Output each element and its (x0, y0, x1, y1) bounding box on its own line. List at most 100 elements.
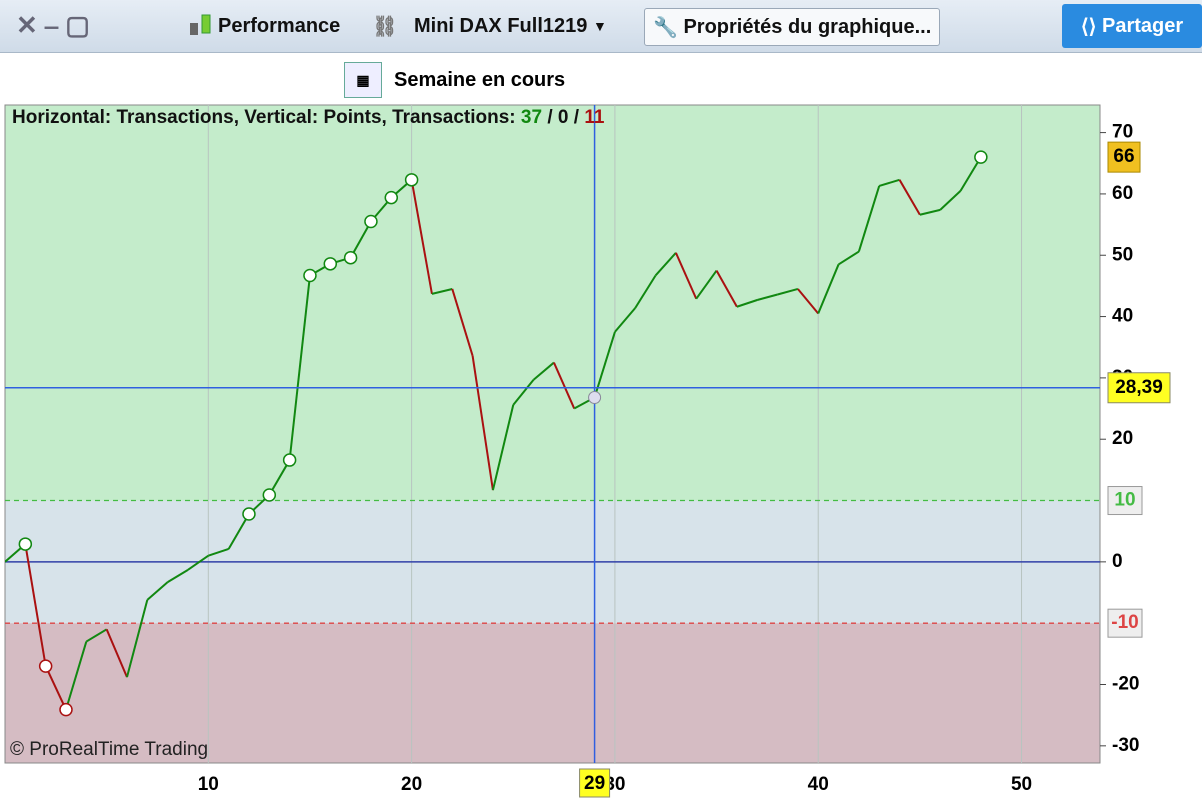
segment (227, 513, 250, 550)
segment (370, 196, 393, 223)
properties-button[interactable]: 🔧 Propriétés du graphique... (644, 8, 941, 46)
neutral-count: 0 (558, 107, 569, 128)
segment (410, 179, 433, 295)
separator: / (574, 107, 580, 128)
segment (573, 396, 596, 410)
segment (431, 287, 453, 295)
segment (736, 299, 758, 308)
segment (309, 262, 331, 277)
segment (349, 221, 372, 259)
toolbar: ✕ ⎯ ▢ Performance ⛓ Mini DAX Full1219 ▼ … (0, 0, 1202, 53)
segment (451, 288, 474, 357)
segment (146, 581, 169, 601)
crosshair-point (588, 391, 602, 405)
level-label: -10 (1111, 612, 1138, 633)
segment (777, 288, 799, 296)
x-tick-label: 10 (198, 774, 219, 795)
segment (817, 264, 840, 314)
crosshair-x-badge (579, 768, 611, 798)
performance: Performance (218, 14, 341, 37)
segment (838, 250, 860, 266)
segment (85, 628, 108, 643)
record-point (59, 702, 73, 717)
share-button[interactable]: ⟨⟩ Partager (1062, 4, 1202, 48)
segment (126, 599, 149, 678)
crosshair-y-label: 28,39 (1115, 377, 1163, 398)
segment (939, 190, 962, 211)
segment (65, 641, 88, 710)
segment (959, 156, 982, 192)
zone-negative (5, 623, 1100, 763)
segment (268, 459, 291, 496)
segment (491, 404, 515, 491)
period: Semaine en cours (394, 68, 566, 91)
segment (5, 543, 26, 563)
segment (329, 256, 351, 265)
y-tick-label: 70 (1112, 122, 1133, 143)
last-value-badge (1107, 141, 1141, 173)
segment (167, 568, 189, 583)
copyright: © ProRealTime Trading (10, 739, 208, 760)
record-point (303, 268, 317, 283)
record-point (974, 150, 988, 164)
segment (471, 355, 494, 491)
separator: / (547, 107, 553, 128)
series (5, 150, 988, 717)
instrument: Mini DAX Full1219 (414, 14, 588, 37)
segment (390, 179, 413, 199)
segment (634, 274, 657, 309)
zone-neutral (5, 500, 1100, 624)
close[interactable]: ✕ ⎯ ▢ (16, 10, 90, 40)
segment (288, 275, 311, 461)
segment (878, 178, 900, 187)
zone-positive (5, 105, 1100, 501)
link-icon[interactable]: ⛓ (372, 15, 398, 38)
x-tick-label: 50 (1011, 774, 1032, 795)
performance-button[interactable]: Performance (186, 8, 340, 44)
x-tick-label: 30 (604, 774, 625, 795)
winning-count: 37 (521, 107, 542, 128)
losing-count: 11 (584, 107, 605, 128)
crosshair-x-label: 29 (584, 773, 605, 794)
y-tick-label: 20 (1112, 428, 1133, 449)
record-point (323, 257, 338, 271)
segment (512, 379, 535, 406)
y-tick-label: 0 (1112, 551, 1123, 572)
record-point (38, 659, 53, 673)
period-selector[interactable]: ▦ Semaine en cours (344, 60, 565, 100)
level-label: 10 (1114, 490, 1135, 511)
segment (919, 208, 941, 216)
segment (24, 543, 47, 667)
y-tick-label: 50 (1112, 244, 1133, 265)
title: Horizontal: Transactions, Vertical: Poin… (12, 107, 516, 128)
record-point (343, 250, 358, 265)
record-point (384, 190, 399, 205)
segment (187, 554, 209, 571)
x-tick-label: 20 (401, 774, 422, 795)
x-tick-label: 40 (808, 774, 829, 795)
segment (674, 252, 698, 300)
segment (695, 269, 718, 300)
segment (553, 362, 576, 409)
segment (898, 179, 921, 216)
y-tick-label: 30 (1112, 367, 1133, 388)
y-tick-label: 40 (1112, 306, 1133, 327)
segment (248, 494, 270, 515)
segment (797, 288, 819, 315)
level-badge (1107, 486, 1143, 516)
instrument-button[interactable]: Mini DAX Full1219 ▼ (414, 14, 607, 37)
segment (715, 270, 738, 308)
segment (614, 307, 637, 333)
y-tick-label: 60 (1112, 183, 1133, 204)
segment (207, 548, 229, 557)
segment (857, 185, 881, 252)
level-badge (1107, 608, 1143, 638)
record-point (282, 453, 297, 467)
segment (44, 665, 67, 711)
segment (756, 293, 778, 301)
plot-frame (4, 104, 1101, 764)
record-point (242, 507, 256, 521)
record-point (364, 214, 378, 229)
y-tick-label: -30 (1112, 735, 1139, 756)
